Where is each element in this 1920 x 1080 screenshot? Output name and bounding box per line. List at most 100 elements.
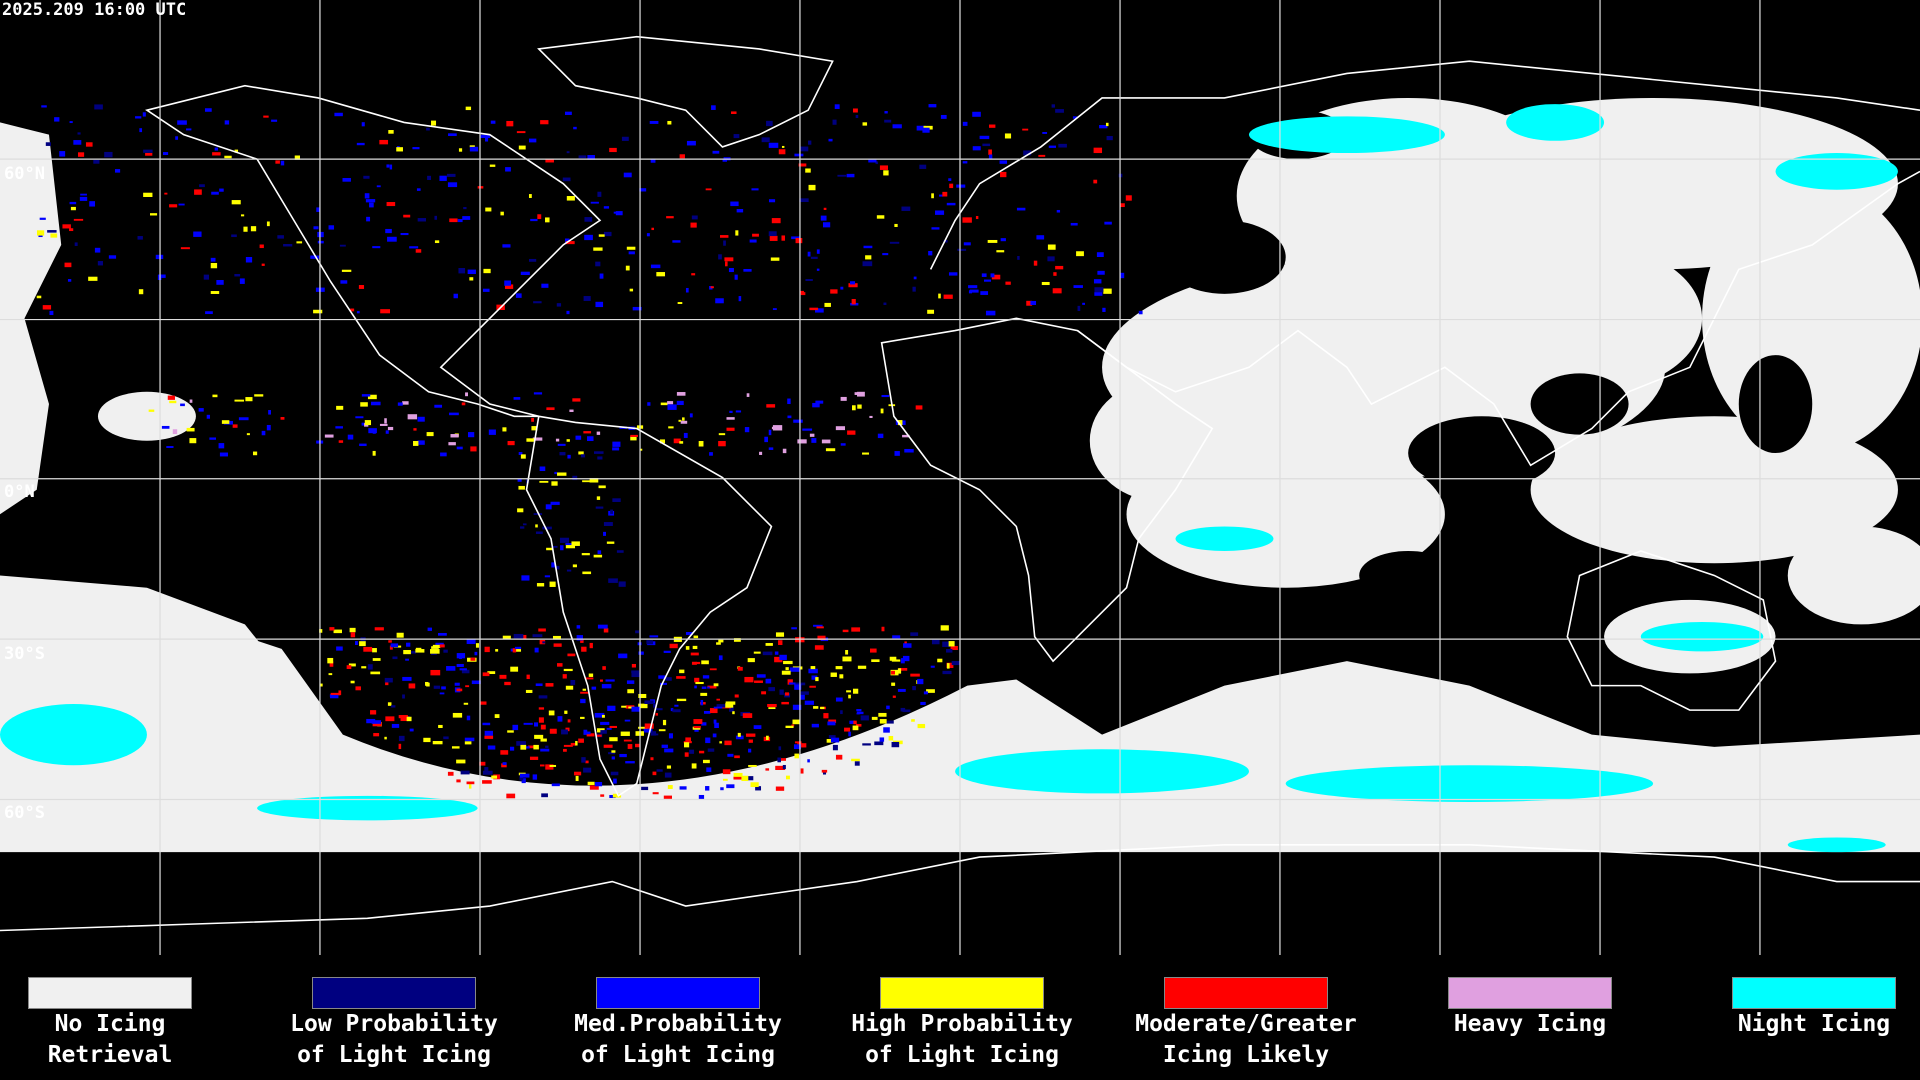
speckle <box>816 268 820 271</box>
speckle <box>542 641 546 644</box>
speckle <box>47 230 57 233</box>
speckle <box>466 781 475 785</box>
speckle <box>598 234 605 237</box>
speckle <box>1017 256 1020 260</box>
speckle <box>927 309 935 314</box>
speckle <box>415 649 425 653</box>
speckle <box>462 216 471 220</box>
speckle <box>706 767 712 772</box>
speckle <box>800 768 804 774</box>
speckle <box>892 695 896 698</box>
speckle <box>330 692 341 696</box>
speckle <box>468 784 472 789</box>
speckle <box>702 759 710 764</box>
speckle <box>679 786 687 790</box>
speckle <box>928 250 933 256</box>
speckle <box>931 227 940 230</box>
speckle <box>245 256 253 263</box>
speckle <box>767 704 777 708</box>
speckle <box>539 466 546 472</box>
speckle <box>385 228 392 234</box>
speckle <box>569 409 574 412</box>
speckle <box>97 261 103 266</box>
speckle <box>415 249 422 253</box>
speckle <box>369 202 374 208</box>
speckle <box>785 667 789 671</box>
latitude-label: 0°N <box>4 482 35 502</box>
speckle <box>530 218 538 222</box>
speckle <box>775 786 785 791</box>
speckle <box>461 669 470 674</box>
speckle <box>638 693 647 699</box>
speckle <box>502 762 507 765</box>
speckle <box>789 667 800 672</box>
speckle <box>830 289 838 294</box>
speckle <box>212 152 221 156</box>
speckle <box>748 748 752 753</box>
speckle <box>540 764 545 767</box>
speckle <box>597 191 602 197</box>
speckle <box>1047 244 1056 250</box>
speckle <box>484 730 493 736</box>
speckle <box>701 722 707 726</box>
timestamp: 2025.209 16:00 UTC <box>2 0 187 20</box>
speckle <box>808 140 812 145</box>
speckle <box>969 289 979 293</box>
speckle <box>779 654 787 661</box>
speckle <box>915 405 923 410</box>
speckle <box>371 401 381 406</box>
speckle <box>847 430 856 435</box>
speckle <box>764 436 768 443</box>
legend-item: Med.Probability of Light Icing <box>538 977 818 1071</box>
speckle <box>840 443 846 446</box>
speckle <box>400 232 409 236</box>
speckle <box>902 655 910 662</box>
speckle <box>811 675 818 680</box>
speckle <box>78 152 85 157</box>
speckle <box>709 708 718 714</box>
speckle <box>698 794 705 800</box>
speckle <box>625 761 635 764</box>
speckle <box>828 138 833 142</box>
speckle <box>372 721 382 727</box>
speckle <box>513 649 522 652</box>
speckle <box>848 283 858 288</box>
speckle <box>484 646 490 653</box>
speckle <box>596 496 601 500</box>
speckle <box>603 231 612 237</box>
speckle <box>334 112 343 117</box>
speckle <box>145 152 153 156</box>
speckle <box>800 146 809 152</box>
speckle <box>199 184 205 188</box>
speckle <box>551 562 556 568</box>
speckle <box>135 116 142 119</box>
speckle <box>852 405 856 411</box>
speckle <box>143 192 153 197</box>
speckle <box>385 430 389 434</box>
speckle <box>316 207 321 212</box>
speckle <box>520 744 527 750</box>
legend-swatch <box>1732 977 1896 1009</box>
speckle <box>1103 288 1112 294</box>
speckle <box>923 691 928 695</box>
speckle <box>406 642 411 647</box>
speckle <box>940 114 947 119</box>
speckle <box>590 201 599 204</box>
speckle <box>842 629 849 633</box>
speckle <box>988 154 993 160</box>
speckle <box>871 716 878 720</box>
speckle <box>482 672 490 677</box>
speckle <box>234 399 245 402</box>
speckle <box>412 147 420 150</box>
speckle <box>358 285 365 289</box>
speckle <box>900 658 905 664</box>
speckle <box>373 733 380 737</box>
speckle <box>768 231 777 237</box>
speckle <box>252 451 258 456</box>
speckle <box>883 170 889 176</box>
speckle <box>458 268 466 274</box>
speckle <box>350 680 355 684</box>
speckle <box>572 564 577 568</box>
speckle <box>294 155 300 160</box>
speckle <box>723 240 726 246</box>
